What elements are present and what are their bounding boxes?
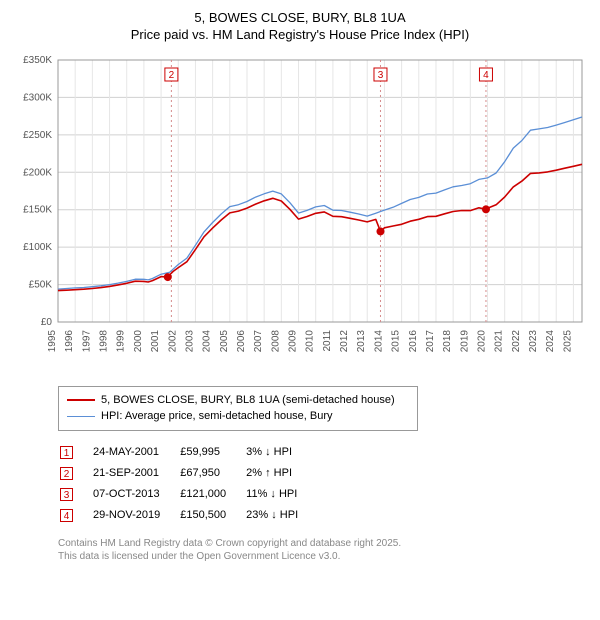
x-tick-label: 2025 — [562, 329, 573, 352]
x-tick-label: 2000 — [133, 329, 144, 352]
legend-row: HPI: Average price, semi-detached house,… — [67, 408, 409, 425]
x-tick-label: 2011 — [322, 329, 333, 351]
x-tick-label: 2021 — [494, 329, 505, 352]
footer-line2: This data is licensed under the Open Gov… — [58, 550, 590, 564]
legend-label: 5, BOWES CLOSE, BURY, BL8 1UA (semi-deta… — [101, 392, 395, 409]
legend-label: HPI: Average price, semi-detached house,… — [101, 408, 333, 425]
footer-line1: Contains HM Land Registry data © Crown c… — [58, 537, 590, 551]
transaction-price: £150,500 — [180, 506, 244, 525]
x-tick-label: 2001 — [150, 329, 161, 352]
x-tick-label: 2020 — [477, 329, 488, 352]
transaction-point — [482, 205, 490, 213]
x-tick-label: 1996 — [64, 329, 75, 352]
transaction-marker-icon: 3 — [60, 488, 73, 501]
x-tick-label: 2006 — [236, 329, 247, 352]
transaction-point — [164, 273, 172, 281]
x-tick-label: 2018 — [442, 329, 453, 352]
table-row: 4 29-NOV-2019£150,50023% ↓ HPI — [60, 506, 316, 525]
transaction-point — [376, 227, 384, 235]
transaction-delta: 23% ↓ HPI — [246, 506, 316, 525]
legend-swatch — [67, 399, 95, 401]
x-tick-label: 1995 — [47, 329, 58, 352]
x-tick-label: 2005 — [219, 329, 230, 352]
x-tick-label: 2008 — [270, 329, 281, 352]
x-tick-label: 1998 — [99, 329, 110, 352]
transaction-date: 07-OCT-2013 — [93, 485, 178, 504]
chart-title: 5, BOWES CLOSE, BURY, BL8 1UA Price paid… — [10, 10, 590, 44]
y-tick-label: £50K — [29, 279, 53, 290]
x-tick-label: 2014 — [373, 329, 384, 352]
x-tick-label: 2017 — [425, 329, 436, 352]
x-tick-label: 2016 — [408, 329, 419, 352]
event-marker-label: 3 — [378, 70, 384, 81]
transactions-table: 124-MAY-2001£59,9953% ↓ HPI221-SEP-2001£… — [58, 441, 318, 527]
y-tick-label: £250K — [23, 130, 52, 141]
transaction-price: £67,950 — [180, 464, 244, 483]
transaction-price: £59,995 — [180, 443, 244, 462]
x-tick-label: 2022 — [511, 329, 522, 352]
x-tick-label: 2007 — [253, 329, 264, 352]
y-tick-label: £350K — [23, 55, 52, 66]
transaction-date: 29-NOV-2019 — [93, 506, 178, 525]
legend-row: 5, BOWES CLOSE, BURY, BL8 1UA (semi-deta… — [67, 392, 409, 409]
x-tick-label: 2012 — [339, 329, 350, 352]
x-tick-label: 2015 — [391, 329, 402, 352]
y-tick-label: £0 — [41, 317, 53, 328]
transaction-marker-icon: 4 — [60, 509, 73, 522]
x-tick-label: 2004 — [202, 329, 213, 352]
x-tick-label: 2009 — [288, 329, 299, 352]
y-tick-label: £300K — [23, 92, 52, 103]
transaction-delta: 3% ↓ HPI — [246, 443, 316, 462]
table-row: 1 24-MAY-2001£59,9953% ↓ HPI — [60, 443, 316, 462]
x-tick-label: 2013 — [356, 329, 367, 352]
y-tick-label: £150K — [23, 204, 52, 215]
transaction-marker-icon: 1 — [60, 446, 73, 459]
table-row: 2 21-SEP-2001£67,9502% ↑ HPI — [60, 464, 316, 483]
x-tick-label: 2024 — [545, 329, 556, 352]
x-tick-label: 2010 — [305, 329, 316, 352]
event-marker-label: 2 — [169, 70, 175, 81]
chart-container: £0 £50K £100K £150K £200K £250K £300K £350K 1995… — [10, 50, 590, 380]
x-tick-label: 2002 — [167, 329, 178, 352]
line-chart: £0 £50K £100K £150K £200K £250K £300K £350K 1995… — [10, 50, 590, 380]
x-tick-label: 1999 — [116, 329, 127, 352]
transaction-price: £121,000 — [180, 485, 244, 504]
transaction-date: 24-MAY-2001 — [93, 443, 178, 462]
x-tick-label: 1997 — [81, 329, 92, 352]
transaction-date: 21-SEP-2001 — [93, 464, 178, 483]
transaction-delta: 2% ↑ HPI — [246, 464, 316, 483]
legend: 5, BOWES CLOSE, BURY, BL8 1UA (semi-deta… — [58, 386, 418, 431]
x-tick-label: 2023 — [528, 329, 539, 352]
transaction-delta: 11% ↓ HPI — [246, 485, 316, 504]
footer-attribution: Contains HM Land Registry data © Crown c… — [58, 537, 590, 564]
y-tick-label: £200K — [23, 167, 52, 178]
event-marker-label: 4 — [483, 70, 489, 81]
x-tick-label: 2019 — [459, 329, 470, 352]
x-tick-label: 2003 — [184, 329, 195, 352]
transaction-marker-icon: 2 — [60, 467, 73, 480]
title-line2: Price paid vs. HM Land Registry's House … — [10, 27, 590, 44]
legend-swatch — [67, 416, 95, 417]
title-line1: 5, BOWES CLOSE, BURY, BL8 1UA — [10, 10, 590, 27]
y-tick-label: £100K — [23, 242, 52, 253]
table-row: 3 07-OCT-2013£121,00011% ↓ HPI — [60, 485, 316, 504]
